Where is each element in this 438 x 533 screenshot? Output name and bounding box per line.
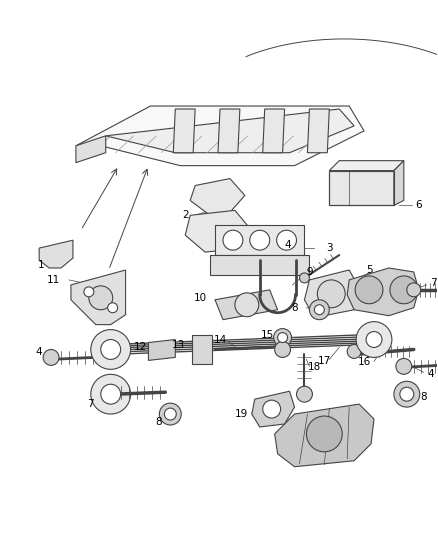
Circle shape — [159, 403, 181, 425]
Polygon shape — [173, 109, 195, 153]
Polygon shape — [263, 109, 285, 153]
Polygon shape — [218, 109, 240, 153]
Circle shape — [274, 329, 292, 346]
Polygon shape — [76, 136, 106, 163]
Text: 8: 8 — [420, 392, 427, 402]
Circle shape — [275, 342, 290, 358]
Text: 14: 14 — [213, 335, 226, 344]
Circle shape — [347, 344, 361, 358]
Circle shape — [400, 387, 414, 401]
Circle shape — [390, 276, 418, 304]
Circle shape — [366, 332, 382, 348]
Circle shape — [84, 287, 94, 297]
Text: 8: 8 — [291, 303, 298, 313]
Text: 13: 13 — [172, 340, 185, 350]
Text: 7: 7 — [430, 278, 437, 288]
Text: 4: 4 — [284, 240, 291, 250]
Polygon shape — [190, 179, 245, 215]
Circle shape — [108, 303, 118, 313]
Circle shape — [277, 230, 297, 250]
Circle shape — [297, 386, 312, 402]
Circle shape — [263, 400, 281, 418]
Text: 11: 11 — [46, 275, 60, 285]
Text: 9: 9 — [306, 267, 313, 277]
Circle shape — [394, 381, 420, 407]
Bar — [192, 335, 212, 365]
Circle shape — [235, 293, 259, 317]
Text: 5: 5 — [366, 265, 372, 275]
Text: 3: 3 — [326, 243, 332, 253]
Circle shape — [314, 305, 324, 314]
Polygon shape — [347, 268, 419, 316]
Text: 16: 16 — [357, 358, 371, 367]
Text: 15: 15 — [261, 329, 274, 340]
Text: 12: 12 — [134, 343, 147, 352]
Text: 6: 6 — [415, 200, 422, 211]
Text: 7: 7 — [88, 399, 94, 409]
Circle shape — [89, 286, 113, 310]
Bar — [215, 225, 304, 255]
Polygon shape — [252, 391, 294, 427]
Polygon shape — [329, 171, 394, 205]
Text: 4: 4 — [36, 348, 42, 358]
Circle shape — [300, 273, 309, 283]
Polygon shape — [275, 404, 374, 467]
Circle shape — [318, 280, 345, 308]
Circle shape — [91, 374, 131, 414]
Circle shape — [309, 300, 329, 320]
Circle shape — [164, 408, 176, 420]
Text: 18: 18 — [308, 362, 321, 373]
Circle shape — [91, 329, 131, 369]
Circle shape — [355, 276, 383, 304]
Circle shape — [278, 333, 288, 343]
Polygon shape — [148, 340, 175, 360]
Polygon shape — [329, 160, 404, 171]
Text: 19: 19 — [235, 409, 248, 419]
Circle shape — [223, 230, 243, 250]
Polygon shape — [76, 106, 364, 166]
Polygon shape — [394, 160, 404, 205]
Polygon shape — [106, 109, 354, 153]
Circle shape — [307, 416, 342, 452]
Text: 1: 1 — [38, 260, 44, 270]
Polygon shape — [304, 270, 359, 318]
Text: 2: 2 — [182, 211, 188, 220]
Text: 8: 8 — [155, 417, 162, 427]
Circle shape — [250, 230, 270, 250]
Text: 4: 4 — [427, 369, 434, 379]
Text: 17: 17 — [318, 357, 331, 366]
Circle shape — [43, 350, 59, 365]
Polygon shape — [39, 240, 73, 268]
Polygon shape — [71, 270, 126, 325]
Polygon shape — [307, 109, 329, 153]
Circle shape — [101, 384, 120, 404]
Text: 10: 10 — [194, 293, 207, 303]
Polygon shape — [185, 211, 250, 252]
Circle shape — [101, 340, 120, 359]
Polygon shape — [215, 290, 278, 320]
Circle shape — [407, 283, 421, 297]
Circle shape — [396, 358, 412, 374]
Bar — [210, 255, 309, 275]
Circle shape — [356, 321, 392, 358]
